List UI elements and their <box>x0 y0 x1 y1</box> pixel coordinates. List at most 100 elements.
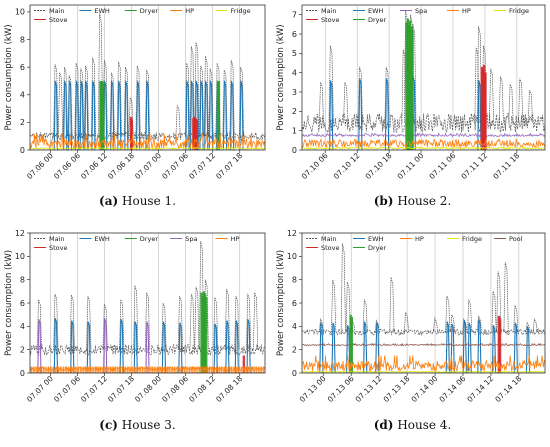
series-spike <box>318 82 324 123</box>
series-spike <box>53 80 59 150</box>
series-spike <box>36 299 42 350</box>
series-line <box>302 146 545 150</box>
x-tick-label: 07.14 00 <box>409 374 439 404</box>
y-tick-label: 0 <box>292 146 297 155</box>
legend-label-hp: HP <box>415 235 424 243</box>
series-spike <box>477 80 482 150</box>
series-spike <box>57 72 64 137</box>
series-dryer <box>349 314 354 373</box>
y-tick-label: 8 <box>292 275 297 284</box>
series-spike <box>67 80 73 150</box>
series-spike <box>133 321 138 373</box>
caption-tag: (c) <box>99 418 118 432</box>
series-spike <box>253 292 259 350</box>
y-tick-label: 12 <box>15 229 25 238</box>
series-stove <box>242 355 246 373</box>
series-spike <box>62 67 68 137</box>
x-tick-label: 07.14 18 <box>493 374 523 404</box>
legend-label-stove: Stove <box>49 16 68 24</box>
series-spike <box>79 80 84 150</box>
series-spike <box>503 262 509 333</box>
series-spike <box>208 80 214 150</box>
series-spike <box>144 292 151 350</box>
x-tick-label: 07.11 18 <box>491 151 521 181</box>
x-tick-label: 07.07 18 <box>106 374 136 404</box>
x-tick-label: 07.13 06 <box>326 374 356 404</box>
series-spike <box>508 84 514 123</box>
series-spike <box>116 61 122 137</box>
x-tick-label: 07.08 12 <box>187 374 217 404</box>
x-tick-label: 07.06 00 <box>25 151 55 181</box>
series-spike <box>208 68 214 137</box>
series-spike <box>135 65 141 137</box>
x-tick-label: 07.06 06 <box>52 151 82 181</box>
series-line <box>302 355 545 373</box>
series-spike <box>123 67 129 137</box>
series-spike <box>86 321 91 373</box>
series-spike <box>467 299 473 333</box>
plot-area <box>30 241 265 373</box>
series-spike <box>117 80 122 150</box>
series-mark <box>195 119 199 150</box>
caption-house-2: (b) House 2. <box>275 194 550 208</box>
series-mark <box>484 72 487 150</box>
series-spike <box>225 320 230 373</box>
series-spike <box>476 26 482 123</box>
series-spike <box>491 324 497 373</box>
series-spike <box>319 322 324 373</box>
series-spike <box>331 322 336 373</box>
y-tick-label: 8 <box>20 275 25 284</box>
y-axis-label: Power consumption (kW) <box>4 250 14 356</box>
series-line <box>30 365 265 373</box>
caption-tag: (a) <box>99 194 119 208</box>
series-spike <box>450 314 456 333</box>
series-mark <box>130 119 133 150</box>
series-fridge <box>302 146 545 150</box>
series-spike <box>375 322 380 373</box>
axes-frame <box>301 4 546 151</box>
series-spike <box>53 64 59 137</box>
caption-house-1: (a) House 1. <box>0 194 275 208</box>
series-spike <box>343 82 349 123</box>
series-spike <box>161 302 167 350</box>
series-mark <box>498 318 502 373</box>
series-spike <box>70 320 75 373</box>
series-spike <box>234 295 240 350</box>
series-spike <box>357 66 363 123</box>
series-spike <box>213 297 219 350</box>
x-tick-label: 07.07 12 <box>79 374 109 404</box>
legend-label-pool: Pool <box>509 235 523 243</box>
legend-label-dryer: Dryer <box>368 244 387 252</box>
x-tick-label: 07.10 06 <box>300 151 330 181</box>
legend-label-hp: HP <box>185 7 194 15</box>
series-hp <box>30 365 265 373</box>
series-spike <box>239 80 244 150</box>
y-tick-label: 2 <box>20 118 25 127</box>
series-spike <box>177 295 183 350</box>
legend-label-main: Main <box>321 7 337 15</box>
series-hp <box>302 138 545 149</box>
legend-label-spa: Spa <box>185 235 197 243</box>
series-spike <box>450 323 455 373</box>
series-spike <box>178 322 183 373</box>
x-tick-label: 07.11 00 <box>395 151 425 181</box>
series-spike <box>362 299 368 333</box>
series-ewh <box>30 80 265 150</box>
series-main <box>302 243 545 337</box>
legend-label-hp: HP <box>231 235 240 243</box>
series-spike <box>110 80 115 150</box>
x-tick-label: 07.06 12 <box>79 151 109 181</box>
x-tick-label: 07.07 06 <box>160 151 190 181</box>
series-spike <box>374 319 380 333</box>
series-spike <box>527 89 533 123</box>
y-tick-label: 6 <box>20 63 25 72</box>
series-mark <box>349 314 352 373</box>
series-spike <box>133 285 139 350</box>
series-spike <box>144 69 151 137</box>
legend: Main EWH Dryer Spa HP Stove <box>34 235 239 252</box>
axes-frame <box>29 232 266 374</box>
series-mark <box>350 317 354 373</box>
x-tick-label: 07.07 06 <box>52 374 82 404</box>
